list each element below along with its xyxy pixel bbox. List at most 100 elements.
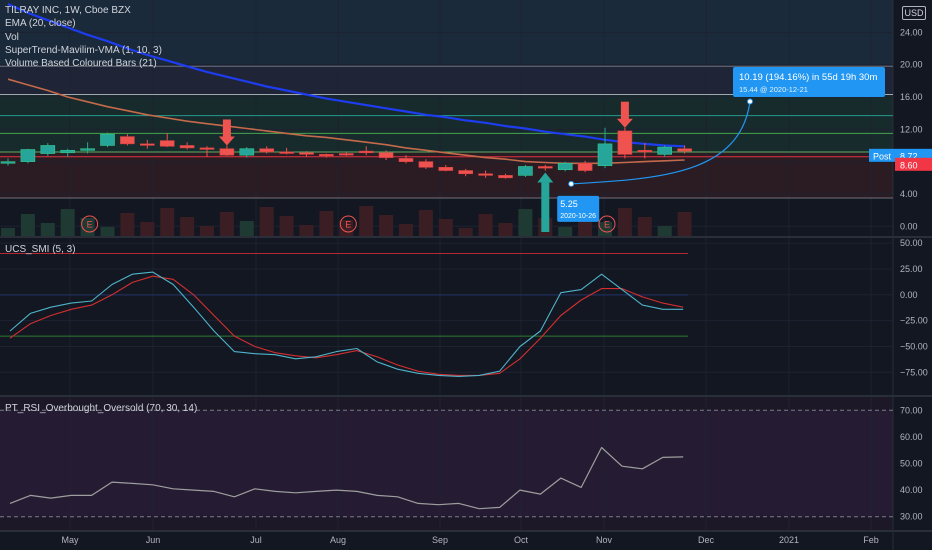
ema-line [7, 2, 685, 148]
low-callout-price: 5.25 [560, 199, 578, 209]
low-callout-box [557, 195, 600, 222]
price-axis-tick: 16.00 [900, 92, 923, 102]
volume-bar [160, 208, 175, 236]
candle-body [239, 148, 255, 156]
candle-body [398, 158, 414, 162]
x-axis-label: Jul [250, 535, 262, 545]
smi-pane-label[interactable]: UCS_SMI (5, 3) [5, 244, 76, 255]
smi-axis-tick: −50.00 [900, 341, 928, 351]
sell-arrow-shaft [620, 101, 629, 120]
smi-axis-tick: 50.00 [900, 238, 923, 248]
x-axis-label: Sep [432, 535, 448, 545]
candle-body [159, 140, 175, 147]
smi-line [9, 271, 684, 377]
candle-body [60, 150, 76, 154]
x-axis-label: 2021 [779, 535, 799, 545]
x-axis-label: Jun [146, 535, 161, 545]
projection-callout-line1: 10.19 (194.16%) in 55d 19h 30m [739, 72, 877, 83]
last-price-label: 8.60 [900, 160, 918, 170]
low-callout-date: 2020-10-26 [560, 213, 596, 220]
zone-fill-lower [0, 151, 893, 199]
candle-body [338, 153, 354, 156]
volume-bar [180, 217, 195, 236]
candle-body [438, 167, 454, 171]
price-axis-tick: 4.00 [900, 189, 918, 199]
candle-body [617, 130, 633, 155]
candle-body [498, 175, 513, 179]
candle-body [100, 133, 115, 146]
candle-body [418, 161, 434, 168]
volume-bar [558, 227, 573, 236]
candle-body [319, 154, 334, 157]
candle-body [40, 145, 56, 154]
volume-bar [399, 224, 413, 236]
candle-body [577, 162, 593, 171]
candle-body [358, 150, 374, 154]
volume-bar [239, 221, 254, 236]
candle-body [219, 148, 235, 156]
price-axis-tick: 24.00 [900, 27, 923, 37]
candle-body [20, 149, 36, 162]
volume-bar [120, 213, 135, 236]
x-axis-label: Nov [596, 535, 613, 545]
earnings-marker [81, 215, 99, 233]
candle-body [597, 143, 613, 166]
rsi-axis-tick: 60.00 [900, 432, 923, 442]
rsi-axis-tick: 50.00 [900, 459, 923, 469]
smi-axis-tick: 25.00 [900, 264, 923, 274]
x-axis-label: May [61, 535, 79, 545]
volume-bar [617, 208, 632, 236]
candle-body [478, 173, 493, 176]
volume-bar [418, 210, 433, 236]
candle-body [557, 162, 573, 171]
projection-callout-line2: 15.44 @ 2020-12-21 [739, 85, 808, 94]
rsi-pane-label[interactable]: PT_RSI_Overbought_Oversold (70, 30, 14) [5, 403, 198, 414]
earnings-marker [339, 215, 357, 233]
volume-bar [319, 211, 334, 236]
rsi-axis-tick: 70.00 [900, 405, 923, 415]
candle-body [518, 166, 533, 176]
volume-bar [40, 223, 55, 236]
sell-arrow-head [218, 136, 235, 146]
x-axis-label: Aug [330, 535, 346, 545]
rsi-axis-tick: 30.00 [900, 512, 923, 522]
smi-signal-line [9, 275, 684, 376]
smi-axis-tick: −25.00 [900, 316, 928, 326]
projection-start-point [568, 180, 575, 187]
volume-bar [1, 228, 15, 236]
projection-end-point [747, 98, 753, 105]
post-price-label: 8.72 [900, 151, 918, 161]
candle-body [657, 146, 673, 155]
volume-bar [299, 225, 314, 236]
candle-body [199, 147, 215, 150]
candle-body [80, 148, 95, 151]
earnings-marker-label: E [345, 220, 351, 230]
price-axis-tick: 20.00 [900, 60, 923, 70]
candle-body [120, 136, 135, 145]
buy-arrow-head [537, 172, 554, 183]
candle-body [279, 151, 294, 154]
volume-bar [379, 215, 394, 236]
volume-bar [518, 209, 533, 236]
projection-callout-box [733, 67, 885, 97]
volume-bar [677, 212, 692, 236]
candle-body [637, 150, 653, 153]
volume-bar [259, 207, 274, 236]
candle-body [179, 145, 195, 149]
x-axis-label: Dec [698, 535, 715, 545]
last-price-tag [895, 157, 932, 171]
volume-bar [20, 214, 35, 236]
volume-bar [657, 226, 672, 236]
smi-axis-tick: 0.00 [900, 290, 918, 300]
x-axis-label: Oct [514, 535, 529, 545]
buy-arrow-shaft [541, 182, 550, 232]
candle-body [378, 152, 394, 158]
volume-bar [598, 222, 612, 236]
candle-body [259, 148, 275, 153]
rsi-axis-tick: 40.00 [900, 485, 923, 495]
volume-bar [279, 216, 294, 236]
volume-bar [637, 217, 652, 236]
currency-badge[interactable]: USD [902, 6, 926, 20]
post-tag-label: Post [873, 151, 892, 161]
